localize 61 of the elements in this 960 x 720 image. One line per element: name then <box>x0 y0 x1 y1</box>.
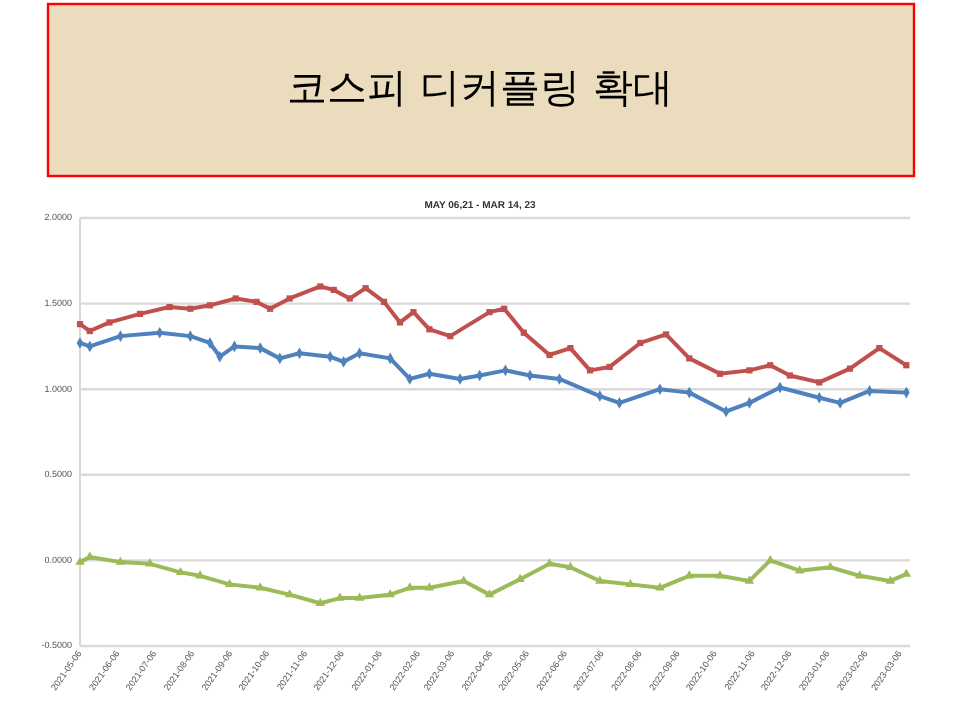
point <box>284 589 295 598</box>
point <box>662 331 670 338</box>
point <box>115 556 126 565</box>
point <box>546 351 553 359</box>
chart-title: 코스피 디커플링 확대 <box>287 62 673 111</box>
point <box>232 295 239 302</box>
point <box>586 367 594 374</box>
point <box>903 362 910 369</box>
point <box>317 283 324 290</box>
point <box>206 302 214 309</box>
point <box>744 575 755 584</box>
point <box>380 298 388 305</box>
point <box>765 554 775 564</box>
point <box>876 345 883 352</box>
point <box>625 578 636 588</box>
point <box>715 570 725 579</box>
point <box>385 589 395 598</box>
point <box>637 339 644 347</box>
point <box>410 309 417 316</box>
point <box>686 355 693 362</box>
point <box>255 582 265 591</box>
point <box>846 365 854 372</box>
point <box>885 575 896 584</box>
point <box>145 558 155 567</box>
point <box>224 578 235 588</box>
point <box>855 570 865 579</box>
point <box>520 329 527 336</box>
point <box>330 286 337 294</box>
point <box>266 305 274 312</box>
point <box>767 362 774 369</box>
point <box>187 305 194 312</box>
point <box>76 321 84 328</box>
point <box>794 565 805 574</box>
point <box>362 285 369 292</box>
point <box>106 319 113 326</box>
line-series <box>76 283 910 386</box>
point <box>424 582 435 591</box>
point <box>166 303 173 311</box>
point <box>816 379 823 386</box>
point <box>286 295 293 302</box>
point <box>354 592 365 601</box>
point <box>486 309 493 316</box>
point <box>716 370 724 377</box>
point <box>253 298 260 305</box>
point <box>85 551 95 560</box>
point <box>606 363 613 371</box>
point <box>447 333 454 340</box>
point <box>75 556 85 565</box>
point <box>484 589 495 598</box>
point <box>396 319 404 326</box>
point <box>86 327 93 335</box>
point <box>786 372 793 379</box>
point <box>595 575 605 584</box>
point <box>655 582 665 591</box>
point <box>195 570 205 579</box>
point <box>136 310 144 317</box>
point <box>315 597 326 606</box>
point <box>567 345 574 352</box>
point <box>346 295 353 302</box>
point <box>746 367 753 374</box>
point <box>426 326 433 333</box>
